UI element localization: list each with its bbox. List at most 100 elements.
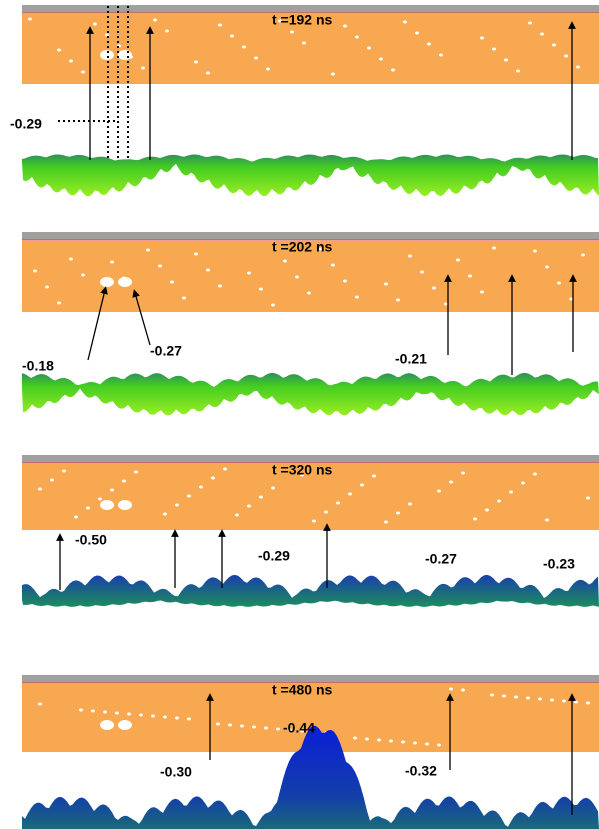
waveform (22, 574, 599, 607)
speck (360, 483, 364, 487)
speck (401, 740, 405, 744)
speck (194, 252, 198, 256)
bubble (118, 500, 132, 510)
speck (175, 716, 179, 720)
value-label: -0.29 (258, 548, 290, 564)
speck (586, 496, 590, 500)
speck (403, 20, 407, 24)
speck (502, 694, 506, 698)
speck (134, 470, 138, 474)
speck (206, 268, 210, 272)
speck (57, 48, 61, 52)
speck (336, 501, 340, 505)
panel-title: t =320 ns (272, 462, 333, 478)
orange-band (22, 241, 599, 312)
panel-title: t =192 ns (272, 12, 333, 28)
speck (562, 699, 566, 703)
speck (194, 60, 198, 64)
speck (300, 473, 304, 477)
speck (302, 41, 306, 45)
speck (45, 285, 49, 289)
value-label: -0.29 (10, 116, 42, 132)
speck (528, 21, 532, 25)
speck (252, 725, 256, 729)
speck (228, 723, 232, 727)
bubble (118, 50, 132, 60)
speck (158, 264, 162, 268)
speck (295, 275, 299, 279)
speck (331, 72, 335, 76)
speck (206, 71, 210, 75)
speck (141, 66, 145, 70)
panel-title: t =202 ns (272, 239, 333, 255)
speck (384, 282, 388, 286)
speck (389, 739, 393, 743)
speck (449, 687, 453, 691)
speck (103, 710, 107, 714)
speck (343, 279, 347, 283)
speck (79, 708, 83, 712)
gray-bar (22, 232, 599, 240)
speck (540, 32, 544, 36)
bubble (118, 277, 132, 287)
speck (153, 18, 157, 22)
speck (175, 503, 179, 507)
speck (170, 280, 174, 284)
speck (187, 494, 191, 498)
speck (151, 714, 155, 718)
orange-band (22, 464, 599, 530)
arrow (87, 286, 108, 361)
speck (331, 263, 335, 267)
panels: t =192 ns t =202 ns t =320 ns t =480 ns (22, 5, 599, 829)
speck (343, 24, 347, 28)
speck (127, 712, 131, 716)
speck (473, 517, 477, 521)
speck (235, 513, 239, 517)
value-label: -0.23 (543, 556, 575, 572)
speck (437, 489, 441, 493)
waveform (22, 725, 599, 829)
panel-title: t =480 ns (272, 682, 333, 698)
speck (355, 295, 359, 299)
speck (38, 702, 42, 706)
bubble (100, 50, 114, 60)
speck (57, 301, 61, 305)
speck (564, 54, 568, 58)
speck (365, 737, 369, 741)
speck (420, 270, 424, 274)
speck (425, 742, 429, 746)
speck (278, 19, 282, 23)
speck (115, 711, 119, 715)
speck (449, 480, 453, 484)
speck (324, 510, 328, 514)
speck (372, 474, 376, 478)
speck (492, 246, 496, 250)
speck (146, 248, 150, 252)
speck (69, 257, 73, 261)
speck (408, 502, 412, 506)
speck (355, 35, 359, 39)
waveform (22, 372, 599, 416)
speck (514, 695, 518, 699)
speck (28, 17, 32, 21)
speck (377, 738, 381, 742)
speck (557, 281, 561, 285)
speck (492, 47, 496, 51)
speck (163, 512, 167, 516)
value-label: -0.30 (160, 764, 192, 780)
speck (182, 296, 186, 300)
speck (259, 495, 263, 499)
speck (468, 274, 472, 278)
value-label: -0.27 (150, 343, 182, 359)
speck (271, 303, 275, 307)
speck (490, 693, 494, 697)
value-label: -0.21 (395, 351, 427, 367)
speck (218, 284, 222, 288)
speck (91, 709, 95, 713)
speck (586, 701, 590, 705)
speck (110, 260, 114, 264)
speck (110, 488, 114, 492)
speck (439, 53, 443, 57)
